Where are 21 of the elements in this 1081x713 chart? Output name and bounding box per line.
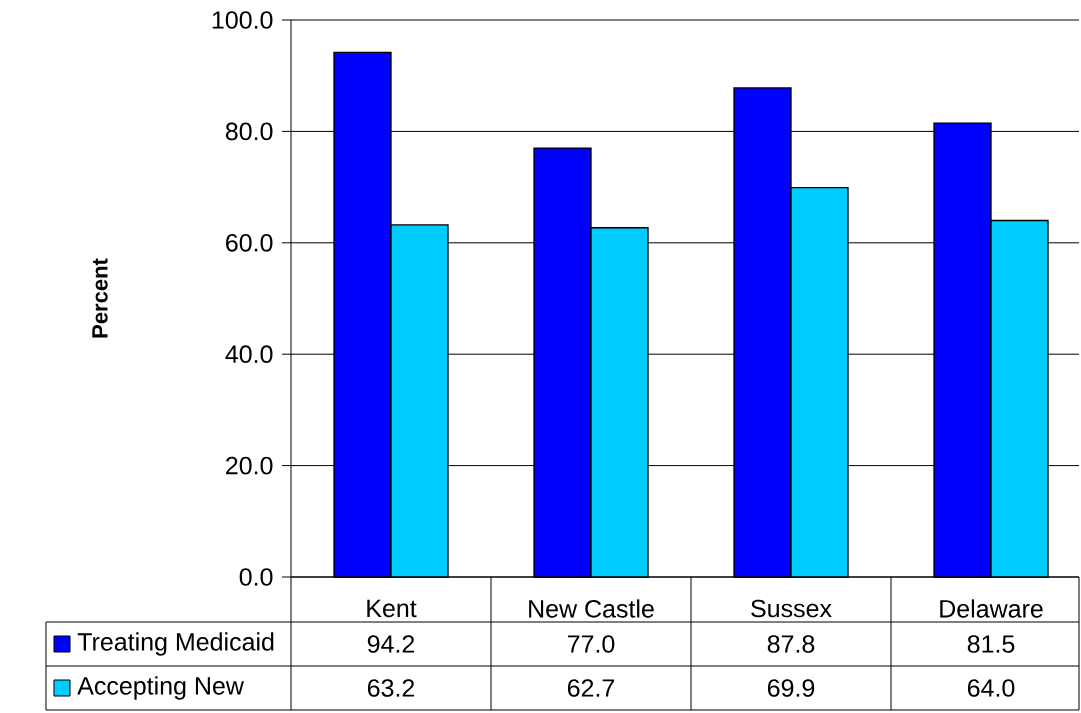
y-tick-label: 60.0 — [226, 233, 273, 252]
data-label: 94.2 — [367, 635, 415, 653]
y-tick-label: 80.0 — [225, 122, 273, 141]
legend-label: Treating Medicaid — [77, 632, 274, 656]
y-tick-label: 40.0 — [225, 345, 273, 364]
y-tick-label: 20.0 — [226, 456, 273, 475]
data-label: 64.0 — [967, 679, 1015, 697]
data-label: 62.7 — [567, 679, 615, 697]
x-tick-label: Kent — [367, 599, 417, 618]
y-axis-title: Percent — [92, 258, 108, 338]
y-tick-label: 0.0 — [239, 568, 273, 586]
x-tick-label: Delaware — [940, 599, 1043, 618]
x-tick-label: New Castle — [529, 599, 654, 618]
data-label: 77.0 — [567, 635, 615, 653]
legend-label: Accepting New — [77, 676, 244, 700]
x-tick-label: Sussex — [751, 599, 832, 618]
data-label: 63.2 — [367, 679, 415, 697]
data-label: 87.8 — [767, 635, 815, 653]
data-label: 69.9 — [767, 679, 815, 697]
data-label: 81.5 — [967, 635, 1015, 653]
y-tick-label: 100.0 — [212, 11, 273, 29]
